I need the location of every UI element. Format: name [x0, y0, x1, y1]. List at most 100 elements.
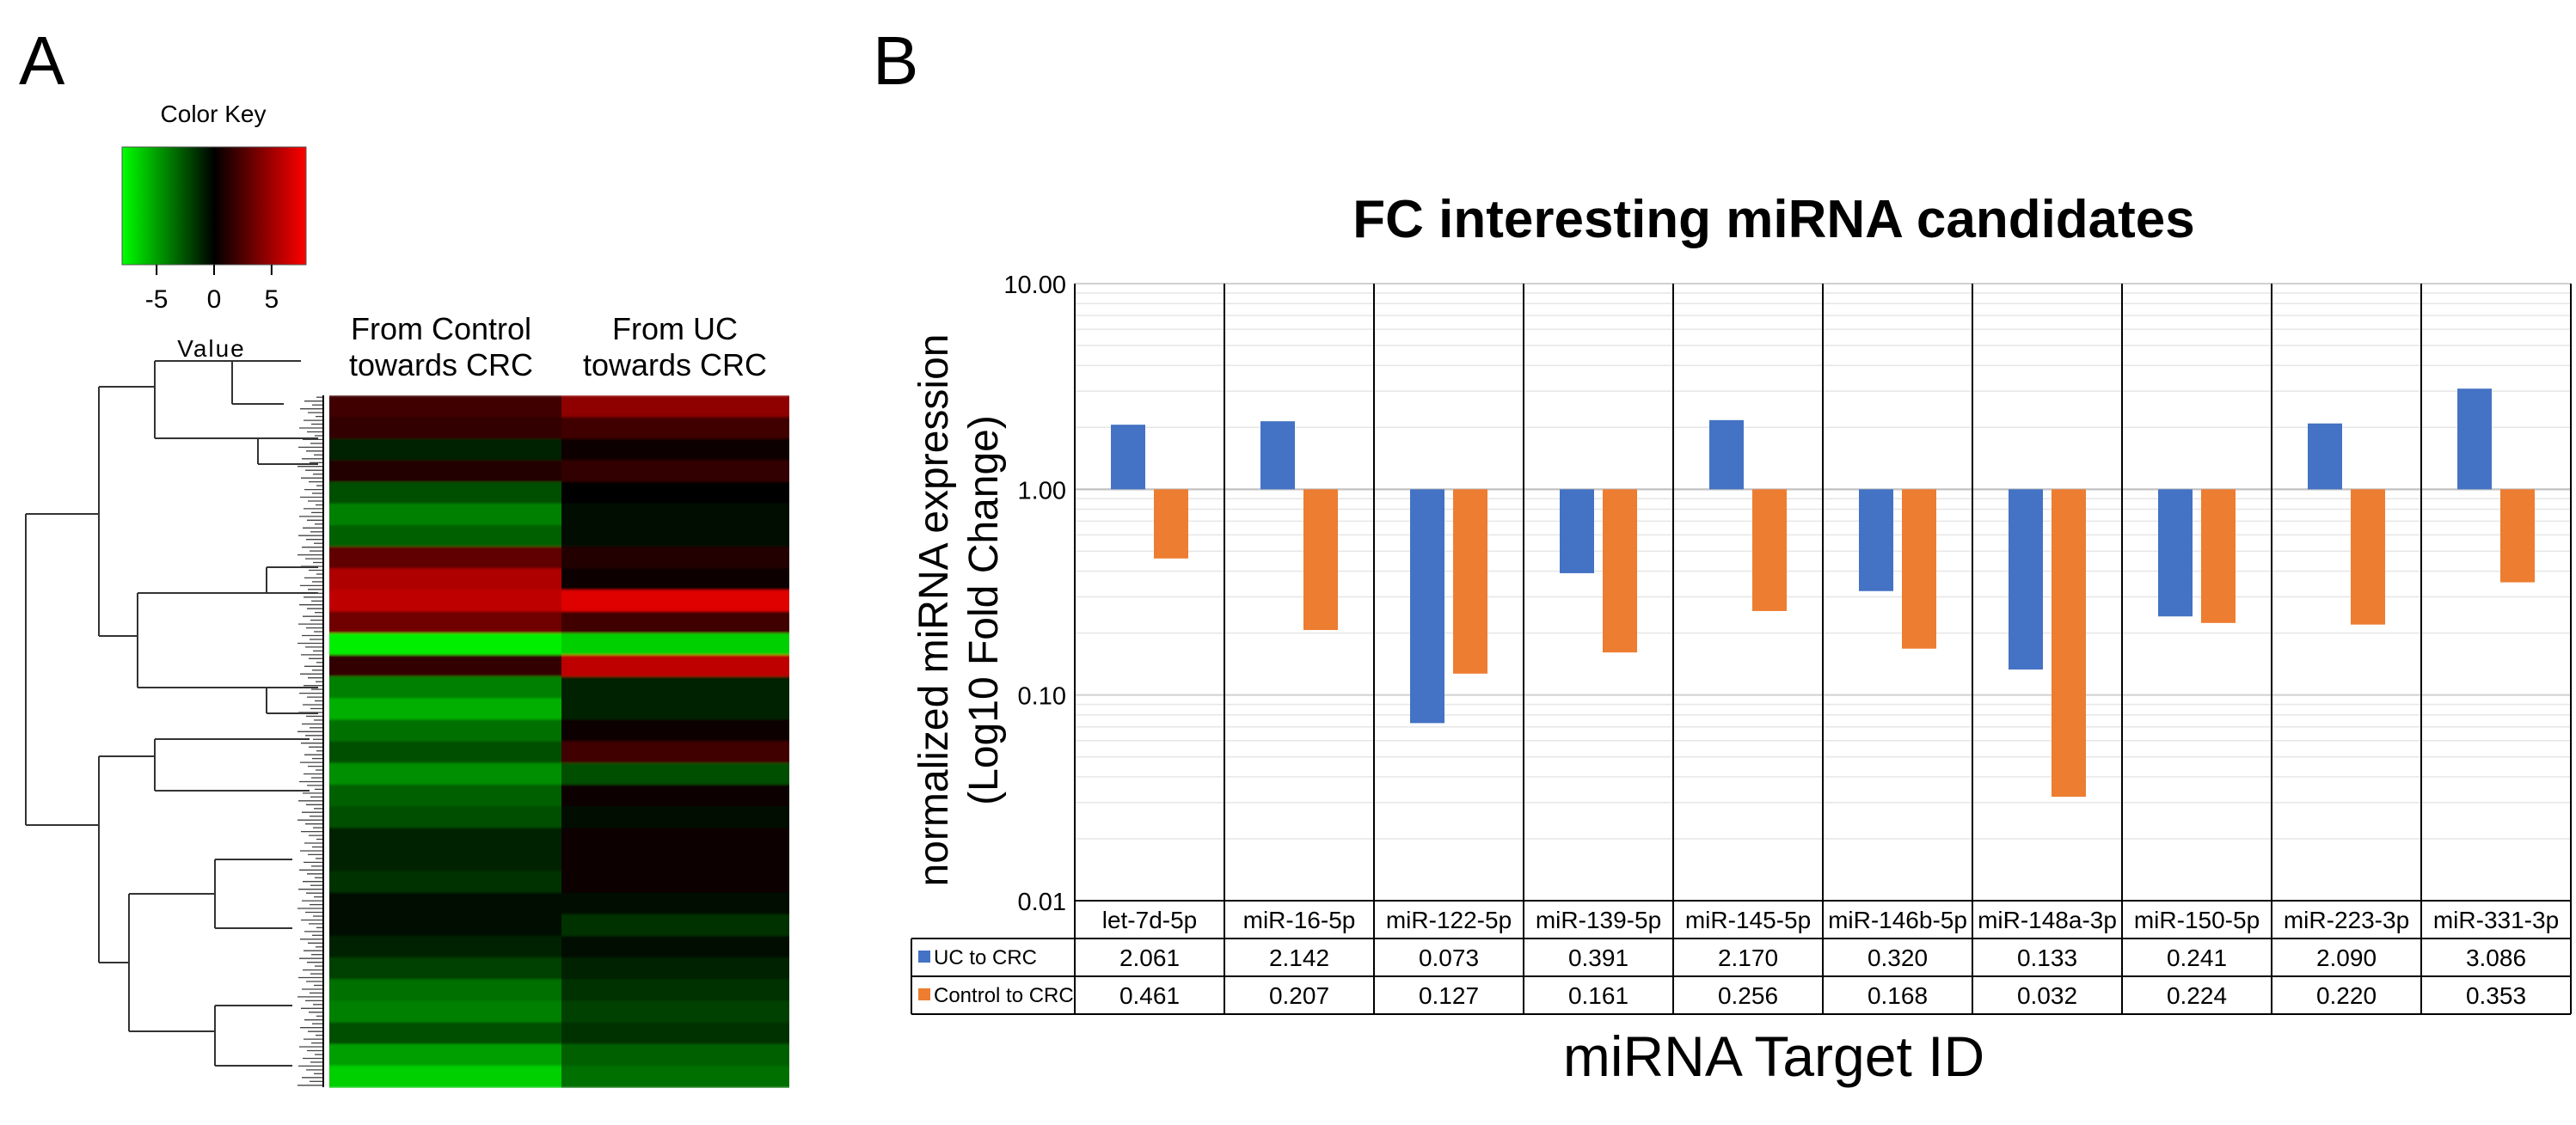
heatmap-cell-uc: [561, 633, 789, 656]
heatmap-cell-uc: [561, 805, 789, 828]
y-tick-label: 10.00: [1003, 272, 1066, 299]
category-label: miR-331-3p: [2433, 907, 2559, 933]
color-key-tick-label: 0: [207, 285, 222, 314]
bar-uc-miR-150-5p: [2158, 489, 2193, 617]
bar-uc-miR-223-3p: [2308, 423, 2342, 490]
column-label-uc-line2: towards CRC: [583, 347, 767, 382]
legend-label-control: Control to CRC: [934, 984, 1074, 1007]
heatmap-cell-control: [329, 438, 561, 462]
heatmap-cell-control: [329, 524, 561, 547]
heatmap-column-label-uc: From UC towards CRC: [583, 311, 767, 382]
heatmap-cell-uc: [561, 654, 789, 677]
data-label-uc: 0.320: [1868, 945, 1928, 971]
panel-a: A Color Key -5 0 5 Value From Control towa…: [19, 22, 789, 1088]
heatmap-cell-control: [329, 590, 561, 613]
heatmap-cell-control: [329, 633, 561, 656]
bar-uc-let-7d-5p: [1111, 425, 1145, 490]
heatmap: [322, 395, 789, 1088]
heatmap-cell-uc: [561, 611, 789, 634]
row-dendrogram: [25, 360, 323, 1086]
heatmap-cell-control: [329, 547, 561, 570]
column-label-uc-line1: From UC: [612, 311, 738, 346]
color-key-xlabel: Value: [177, 335, 246, 362]
color-key-tick-label: -5: [145, 285, 169, 314]
heatmap-cell-control: [329, 676, 561, 699]
heatmap-cell-control: [329, 1065, 561, 1088]
bar-uc-miR-16-5p: [1260, 421, 1295, 490]
heatmap-cell-control: [329, 417, 561, 440]
heatmap-cell-control: [329, 503, 561, 526]
heatmap-cell-control: [329, 849, 561, 872]
category-dividers: [1074, 284, 2572, 1014]
heatmap-cell-control: [329, 914, 561, 937]
category-label: miR-122-5p: [1386, 907, 1512, 933]
data-label-uc: 0.133: [2017, 945, 2077, 971]
heatmap-cell-uc: [561, 892, 789, 915]
data-label-control: 0.127: [1419, 982, 1479, 1009]
bar-control-miR-145-5p: [1752, 489, 1787, 611]
data-label-control: 0.224: [2167, 982, 2227, 1009]
bar-control-miR-146b-5p: [1902, 489, 1936, 649]
bar-uc-miR-146b-5p: [1859, 489, 1893, 591]
legend-label-uc: UC to CRC: [934, 946, 1037, 969]
heatmap-cell-uc: [561, 395, 789, 418]
data-table: let-7d-5p miR-16-5p miR-122-5p miR-139-5p mi…: [911, 284, 2572, 1015]
heatmap-cell-control: [329, 1022, 561, 1045]
heatmap-cell-uc: [561, 762, 789, 786]
bar-control-miR-331-3p: [2500, 489, 2535, 583]
heatmap-cell-control: [329, 957, 561, 981]
heatmap-cell-uc: [561, 871, 789, 894]
heatmap-cell-uc: [561, 547, 789, 570]
heatmap-cell-control: [329, 698, 561, 721]
heatmap-cell-uc: [561, 784, 789, 807]
legend-swatch-uc: [918, 951, 930, 963]
data-label-uc: 2.142: [1269, 945, 1329, 971]
data-label-uc: 2.090: [2316, 945, 2377, 971]
heatmap-cell-uc: [561, 1043, 789, 1067]
y-axis-ticks: 0.01 0.10 1.00 10.00: [1003, 272, 1066, 916]
heatmap-cell-control: [329, 979, 561, 1002]
heatmap-cell-uc: [561, 503, 789, 526]
data-label-control: 0.032: [2017, 982, 2077, 1009]
color-key-tick-label: 5: [265, 285, 279, 314]
color-key: Color Key -5 0 5 Value: [121, 101, 307, 362]
heatmap-cell-control: [329, 935, 561, 958]
bar-control-miR-16-5p: [1303, 489, 1338, 631]
heatmap-cell-control: [329, 871, 561, 894]
column-label-control-line1: From Control: [351, 311, 531, 346]
data-label-control: 0.207: [1269, 982, 1329, 1009]
panel-b: B FC interesting miRNA candidates normal…: [873, 22, 2572, 1088]
heatmap-cell-control: [329, 784, 561, 807]
data-label-control: 0.256: [1718, 982, 1778, 1009]
heatmap-cell-control: [329, 762, 561, 786]
heatmap-cell-uc: [561, 979, 789, 1002]
data-label-uc: 0.391: [1568, 945, 1628, 971]
data-label-uc: 0.073: [1419, 945, 1479, 971]
heatmap-cell-uc: [561, 698, 789, 721]
data-label-control: 0.161: [1568, 982, 1628, 1009]
heatmap-cell-control: [329, 460, 561, 483]
heatmap-cell-control: [329, 611, 561, 634]
bar-control-miR-150-5p: [2201, 489, 2236, 623]
heatmap-cell-control: [329, 805, 561, 828]
heatmap-cell-uc: [561, 568, 789, 591]
heatmap-cell-uc: [561, 849, 789, 872]
bar-uc-miR-122-5p: [1410, 489, 1444, 724]
data-label-control: 0.220: [2316, 982, 2377, 1009]
y-tick-label: 0.01: [1018, 889, 1066, 916]
heatmap-cell-uc: [561, 524, 789, 547]
bar-uc-miR-331-3p: [2457, 388, 2492, 490]
heatmap-cell-control: [329, 892, 561, 915]
data-label-uc: 2.170: [1718, 945, 1778, 971]
y-axis-label: normalized miRNA expression (Log10 Fold …: [911, 334, 1007, 887]
heatmap-cell-uc: [561, 1000, 789, 1024]
heatmap-cell-uc: [561, 741, 789, 764]
legend-swatch-control: [918, 988, 930, 1000]
panel-a-label: A: [19, 22, 65, 99]
heatmap-cell-uc: [561, 438, 789, 462]
y-tick-label: 1.00: [1018, 477, 1066, 504]
heatmap-cell-uc: [561, 1022, 789, 1045]
heatmap-cell-control: [329, 828, 561, 851]
bar-uc-miR-148a-3p: [2009, 489, 2043, 670]
